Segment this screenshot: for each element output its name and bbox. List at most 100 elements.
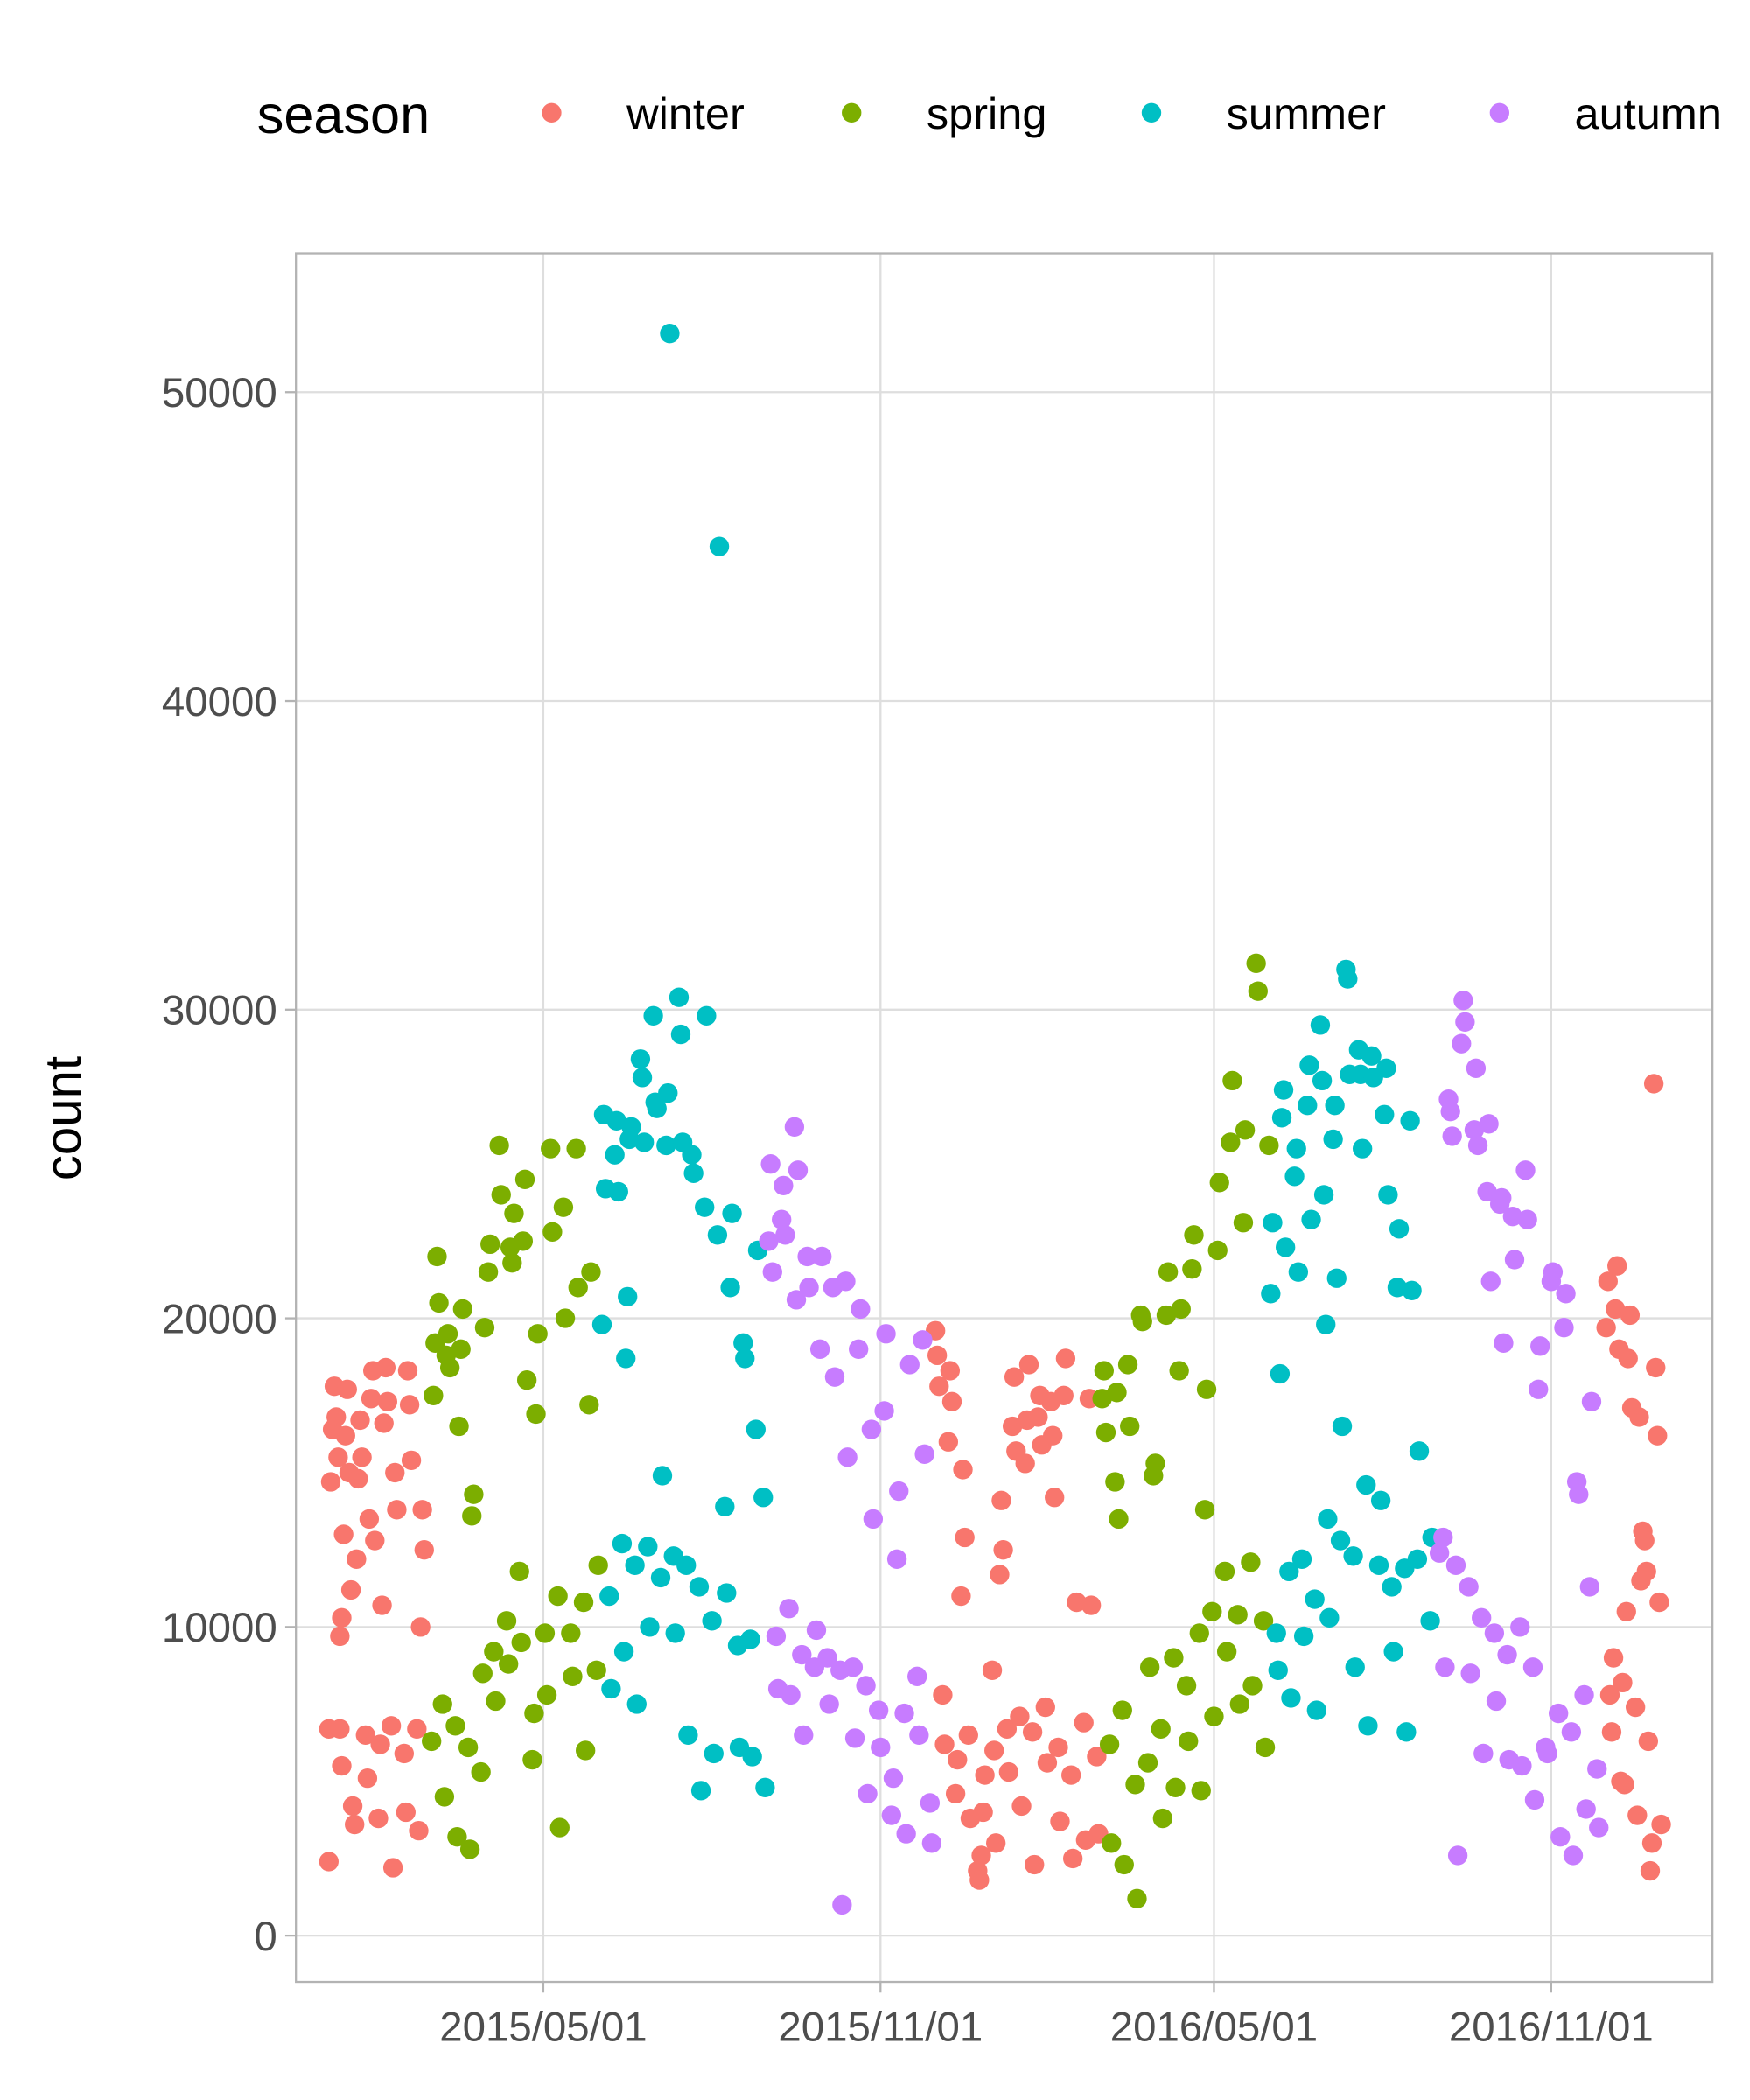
point-autumn	[824, 1367, 845, 1387]
point-autumn	[1492, 1187, 1512, 1208]
x-tick-label: 2016/05/01	[1110, 2004, 1318, 2050]
point-spring	[1094, 1361, 1114, 1381]
point-spring	[1120, 1416, 1140, 1437]
point-summer	[1330, 1530, 1351, 1550]
point-summer	[1286, 1138, 1306, 1158]
point-autumn	[837, 1447, 858, 1467]
point-spring	[424, 1385, 444, 1405]
point-winter	[1028, 1407, 1048, 1427]
point-summer	[613, 1642, 634, 1662]
point-summer	[601, 1678, 621, 1699]
point-spring	[1099, 1734, 1120, 1754]
point-autumn	[894, 1703, 914, 1724]
point-winter	[1618, 1348, 1638, 1368]
point-summer	[608, 1181, 628, 1202]
point-winter	[332, 1607, 352, 1628]
point-spring	[489, 1135, 509, 1156]
point-summer	[605, 1144, 625, 1165]
point-autumn	[1589, 1817, 1609, 1838]
point-spring	[1114, 1854, 1134, 1875]
point-summer	[1409, 1441, 1430, 1461]
point-spring	[1127, 1888, 1147, 1909]
point-winter	[1035, 1697, 1055, 1718]
legend: season winter spring summer autumn	[257, 85, 1722, 144]
point-spring	[588, 1555, 608, 1575]
point-summer	[1310, 1015, 1331, 1035]
point-summer	[1345, 1657, 1365, 1677]
point-summer	[1275, 1237, 1296, 1257]
point-winter	[1022, 1722, 1043, 1742]
point-spring	[522, 1749, 542, 1770]
point-spring	[484, 1642, 504, 1662]
point-spring	[474, 1318, 495, 1338]
point-winter	[955, 1527, 975, 1548]
point-winter	[340, 1579, 361, 1600]
point-autumn	[1524, 1789, 1545, 1810]
point-spring	[471, 1761, 491, 1782]
point-summer	[704, 1743, 724, 1764]
point-autumn	[832, 1894, 852, 1915]
point-summer	[1420, 1611, 1440, 1631]
point-spring	[542, 1222, 563, 1242]
point-spring	[1228, 1605, 1248, 1625]
point-winter	[1600, 1684, 1620, 1705]
point-winter	[346, 1549, 367, 1569]
point-summer	[1279, 1561, 1299, 1582]
point-winter	[332, 1755, 352, 1776]
point-winter	[326, 1407, 346, 1427]
point-summer	[746, 1419, 766, 1439]
point-autumn	[881, 1805, 901, 1825]
point-winter	[412, 1500, 432, 1520]
point-spring	[568, 1278, 588, 1298]
point-summer	[616, 1348, 636, 1368]
point-spring	[1105, 1472, 1125, 1492]
point-summer	[632, 1068, 653, 1088]
point-spring	[563, 1666, 583, 1687]
point-autumn	[1537, 1743, 1558, 1764]
point-summer	[1326, 1268, 1347, 1288]
point-summer	[1318, 1508, 1338, 1530]
point-autumn	[1549, 1703, 1569, 1724]
point-autumn	[1497, 1644, 1517, 1665]
legend-label-winter: winter	[626, 88, 745, 138]
point-winter	[394, 1743, 414, 1764]
point-winter	[940, 1361, 961, 1381]
point-summer	[683, 1163, 704, 1183]
point-spring	[1139, 1657, 1160, 1677]
point-summer	[690, 1781, 711, 1801]
point-spring	[1246, 953, 1266, 974]
point-summer	[650, 1567, 671, 1588]
point-autumn	[856, 1676, 876, 1696]
point-spring	[586, 1660, 606, 1680]
point-summer	[1313, 1185, 1334, 1205]
point-spring	[1208, 1240, 1228, 1261]
point-winter	[1601, 1722, 1622, 1742]
point-spring	[541, 1138, 561, 1158]
point-spring	[548, 1586, 568, 1606]
point-spring	[1169, 1361, 1189, 1381]
point-summer	[1368, 1555, 1390, 1575]
point-summer	[1305, 1589, 1325, 1609]
point-spring	[1096, 1422, 1116, 1443]
point-summer	[1270, 1363, 1291, 1384]
point-winter	[345, 1814, 365, 1835]
point-summer	[695, 1197, 715, 1217]
point-winter	[1037, 1753, 1058, 1773]
point-spring	[459, 1839, 480, 1859]
point-winter	[396, 1802, 416, 1823]
point-summer	[1301, 1209, 1321, 1229]
point-autumn	[1522, 1657, 1544, 1677]
point-summer	[668, 987, 690, 1007]
point-winter	[1054, 1385, 1074, 1405]
point-autumn	[784, 1116, 805, 1138]
point-autumn	[779, 1599, 799, 1619]
series-autumn	[759, 990, 1609, 1915]
point-winter	[1018, 1354, 1040, 1375]
point-winter	[1629, 1407, 1649, 1427]
point-summer	[1298, 1096, 1318, 1116]
point-winter	[1074, 1712, 1094, 1732]
point-winter	[1087, 1746, 1107, 1767]
point-spring	[511, 1632, 531, 1653]
point-summer	[599, 1586, 620, 1606]
point-autumn	[876, 1324, 896, 1344]
